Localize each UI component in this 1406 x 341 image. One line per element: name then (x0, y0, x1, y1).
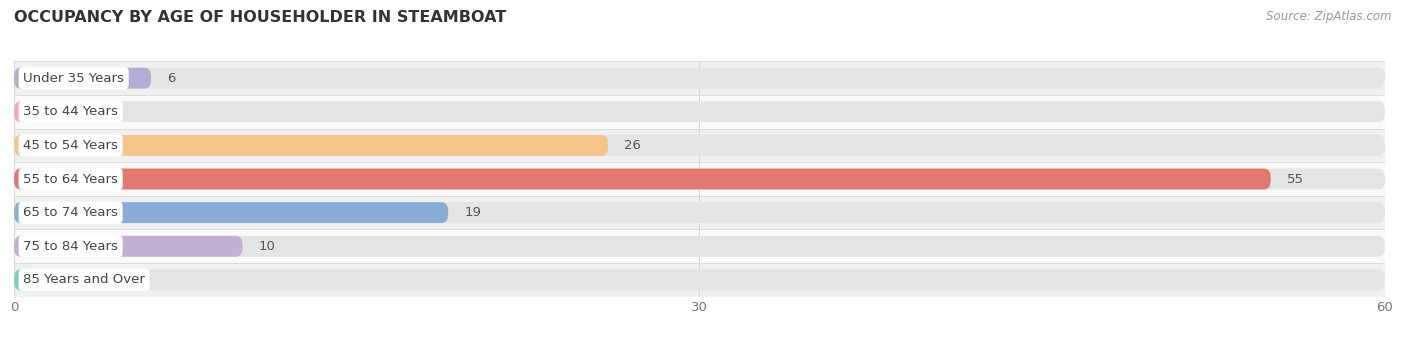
Bar (14, 196, 1385, 229)
FancyBboxPatch shape (14, 168, 1271, 190)
FancyBboxPatch shape (14, 135, 609, 156)
FancyBboxPatch shape (14, 236, 1385, 257)
FancyBboxPatch shape (14, 101, 1385, 122)
Text: 85 Years and Over: 85 Years and Over (22, 273, 145, 286)
Text: 6: 6 (167, 72, 176, 85)
Text: 55 to 64 Years: 55 to 64 Years (22, 173, 118, 186)
FancyBboxPatch shape (14, 236, 243, 257)
Bar (14, 162, 1385, 196)
FancyBboxPatch shape (14, 68, 152, 89)
Text: 26: 26 (624, 139, 641, 152)
FancyBboxPatch shape (14, 269, 1385, 290)
Bar (14, 263, 1385, 297)
Text: 75 to 84 Years: 75 to 84 Years (22, 240, 118, 253)
Bar (14, 229, 1385, 263)
Bar (14, 129, 1385, 162)
FancyBboxPatch shape (14, 202, 1385, 223)
Text: 3: 3 (98, 105, 107, 118)
Text: 45 to 54 Years: 45 to 54 Years (22, 139, 118, 152)
Text: 3: 3 (98, 273, 107, 286)
FancyBboxPatch shape (14, 101, 83, 122)
FancyBboxPatch shape (14, 135, 1385, 156)
Text: Source: ZipAtlas.com: Source: ZipAtlas.com (1267, 10, 1392, 23)
FancyBboxPatch shape (14, 269, 83, 290)
FancyBboxPatch shape (14, 202, 449, 223)
Text: OCCUPANCY BY AGE OF HOUSEHOLDER IN STEAMBOAT: OCCUPANCY BY AGE OF HOUSEHOLDER IN STEAM… (14, 10, 506, 25)
Text: 65 to 74 Years: 65 to 74 Years (22, 206, 118, 219)
Bar (14, 95, 1385, 129)
Bar (14, 61, 1385, 95)
Text: Under 35 Years: Under 35 Years (22, 72, 124, 85)
Text: 19: 19 (464, 206, 481, 219)
Text: 55: 55 (1286, 173, 1303, 186)
FancyBboxPatch shape (14, 68, 1385, 89)
FancyBboxPatch shape (14, 168, 1385, 190)
Text: 35 to 44 Years: 35 to 44 Years (22, 105, 118, 118)
Text: 10: 10 (259, 240, 276, 253)
